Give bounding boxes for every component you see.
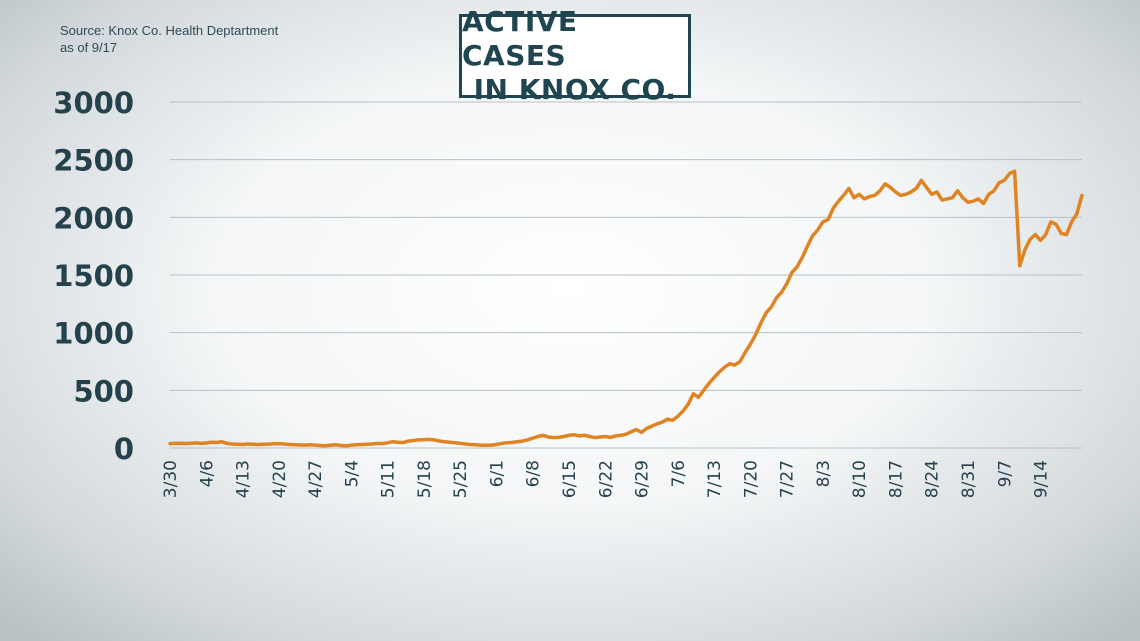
chart-title: ACTIVE CASES IN KNOX CO. xyxy=(459,5,691,106)
x-tick-label: 4/6 xyxy=(197,460,217,487)
x-tick-label: 8/10 xyxy=(850,460,870,498)
y-tick-label: 2500 xyxy=(53,144,134,178)
chart-title-line-2: IN KNOX CO. xyxy=(473,73,677,106)
x-tick-label: 5/11 xyxy=(379,460,399,498)
y-tick-label: 2000 xyxy=(53,201,134,235)
as-of-date: as of 9/17 xyxy=(60,40,118,55)
y-tick-label: 0 xyxy=(114,432,134,466)
x-tick-label: 6/8 xyxy=(524,460,544,487)
x-tick-label: 8/17 xyxy=(886,460,906,498)
x-tick-label: 4/13 xyxy=(234,460,254,498)
x-axis-ticks: 3/30 4/6 4/13 4/20 4/27 5/4 5/11 5/18 5/25 6/1 6/8… xyxy=(161,460,1052,498)
x-tick-label: 6/1 xyxy=(487,460,507,487)
gridlines xyxy=(170,101,1082,449)
x-tick-label: 6/22 xyxy=(596,460,616,498)
y-tick-label: 1000 xyxy=(53,317,134,351)
y-axis-ticks: 0 500 1000 1500 2000 2500 3000 xyxy=(53,86,134,466)
x-tick-label: 8/24 xyxy=(923,460,943,498)
x-tick-label: 5/18 xyxy=(415,460,435,498)
x-tick-label: 7/13 xyxy=(705,460,725,498)
source-note: Source: Knox Co. Health Deptartment as o… xyxy=(60,22,278,56)
x-tick-label: 9/7 xyxy=(995,460,1015,487)
chart-title-line-1: ACTIVE CASES xyxy=(462,5,578,72)
y-tick-label: 3000 xyxy=(53,86,134,120)
x-tick-label: 8/31 xyxy=(959,460,979,498)
x-tick-label: 7/20 xyxy=(741,460,761,498)
series-line-active-cases xyxy=(168,169,1084,448)
x-tick-label: 3/30 xyxy=(161,460,181,498)
y-tick-label: 1500 xyxy=(53,259,134,293)
x-tick-label: 7/6 xyxy=(669,460,689,487)
x-tick-label: 5/25 xyxy=(451,460,471,498)
x-tick-label: 6/29 xyxy=(633,460,653,498)
x-tick-label: 4/27 xyxy=(306,460,326,498)
source-line: Source: Knox Co. Health Deptartment xyxy=(60,23,279,38)
series-group xyxy=(168,169,1084,448)
x-tick-label: 7/27 xyxy=(778,460,798,498)
x-tick-label: 4/20 xyxy=(270,460,290,498)
y-tick-label: 500 xyxy=(73,374,134,408)
x-tick-label: 5/4 xyxy=(342,460,362,487)
x-tick-label: 8/3 xyxy=(814,460,834,487)
x-tick-label: 9/14 xyxy=(1032,460,1052,498)
x-tick-label: 6/15 xyxy=(560,460,580,498)
